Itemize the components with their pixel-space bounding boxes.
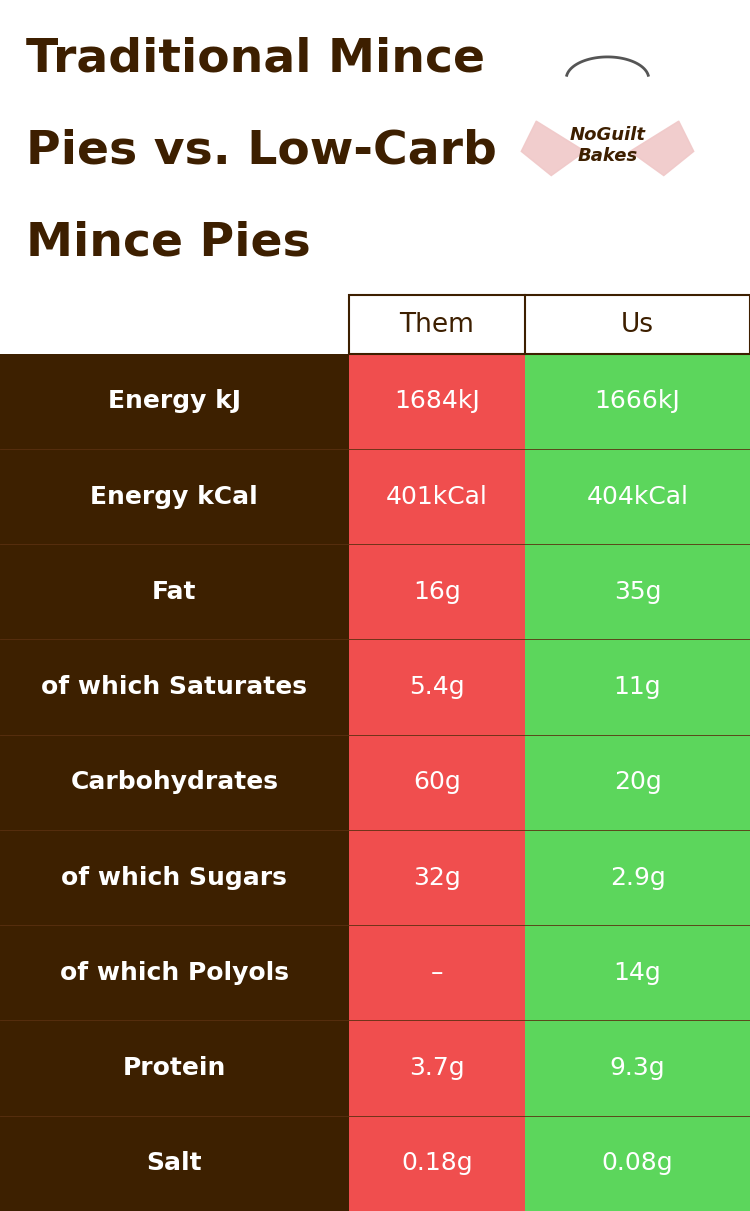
Text: 14g: 14g [614,960,662,985]
Text: 5.4g: 5.4g [409,675,465,699]
Bar [349,1021,525,1115]
Text: 20g: 20g [614,770,662,794]
Bar [525,830,750,925]
Text: 1684kJ: 1684kJ [394,389,480,413]
Text: –: – [430,960,443,985]
Polygon shape [521,121,585,176]
Text: 0.08g: 0.08g [602,1152,674,1176]
Text: Them: Them [400,311,474,338]
Text: 9.3g: 9.3g [610,1056,665,1080]
Text: Mince Pies: Mince Pies [26,220,311,265]
Text: Energy kCal: Energy kCal [91,484,258,509]
Text: 1666kJ: 1666kJ [595,389,680,413]
Text: 60g: 60g [413,770,460,794]
Text: of which Sugars: of which Sugars [62,866,287,890]
Text: of which Polyols: of which Polyols [60,960,289,985]
Text: Fat: Fat [152,580,196,604]
Bar [349,925,525,1021]
Text: 3.7g: 3.7g [409,1056,465,1080]
Bar [0,735,349,830]
Text: Salt: Salt [146,1152,202,1176]
Bar [349,354,525,449]
Text: Us: Us [621,311,654,338]
Text: 35g: 35g [614,580,662,604]
Bar [0,639,349,735]
Bar [349,830,525,925]
Bar [0,1021,349,1115]
Bar [349,295,750,354]
Text: Energy kJ: Energy kJ [108,389,241,413]
Text: 2.9g: 2.9g [610,866,665,890]
Text: of which Saturates: of which Saturates [41,675,308,699]
Bar [0,830,349,925]
Text: Traditional Mince: Traditional Mince [26,36,485,81]
Bar [0,449,349,544]
Text: 404kCal: 404kCal [586,484,688,509]
Bar [349,1115,525,1211]
Text: Carbohydrates: Carbohydrates [70,770,278,794]
Bar [525,639,750,735]
Text: Protein: Protein [123,1056,226,1080]
Bar [525,1021,750,1115]
Bar [0,544,349,639]
Bar [349,449,525,544]
Text: 32g: 32g [413,866,460,890]
Text: 0.18g: 0.18g [401,1152,472,1176]
Bar [349,735,525,830]
Bar [525,354,750,449]
Text: 16g: 16g [413,580,460,604]
Polygon shape [630,121,694,176]
Bar [0,354,349,449]
Bar [349,544,525,639]
Bar [525,925,750,1021]
Text: Pies vs. Low-Carb: Pies vs. Low-Carb [26,128,497,173]
Text: 11g: 11g [614,675,662,699]
Bar [525,544,750,639]
Text: NoGuilt
Bakes: NoGuilt Bakes [569,126,646,165]
Bar [0,1115,349,1211]
Bar [0,925,349,1021]
Bar [525,1115,750,1211]
Bar [525,735,750,830]
Bar [349,639,525,735]
Text: 401kCal: 401kCal [386,484,488,509]
Bar [525,449,750,544]
